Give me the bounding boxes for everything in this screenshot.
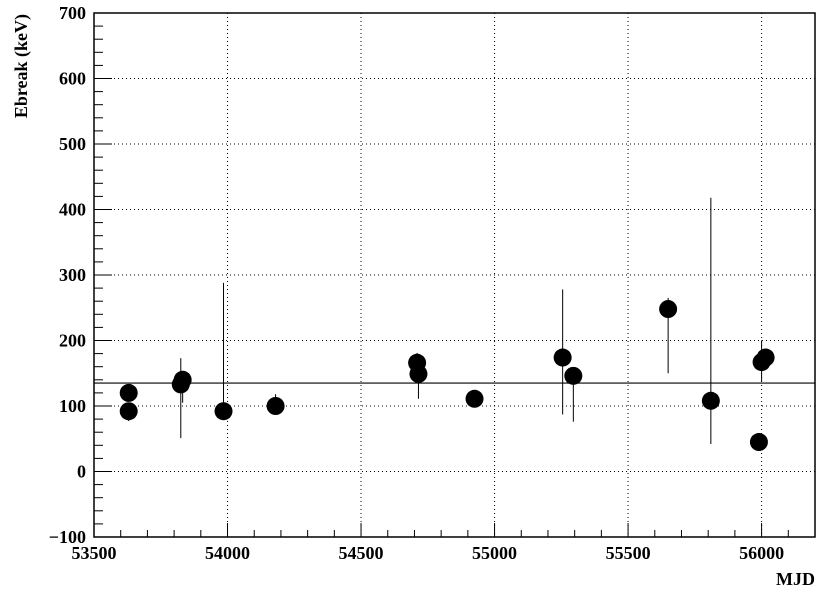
y-tick-label: 700 [59, 3, 86, 23]
y-tick-label: −100 [49, 527, 86, 547]
y-tick-label: 100 [59, 396, 86, 416]
grid-lines [94, 13, 815, 537]
data-point [756, 348, 775, 367]
x-tick-label: 54000 [205, 543, 250, 563]
y-tick-label: 0 [77, 462, 86, 482]
y-tick-label: 200 [59, 331, 86, 351]
data-point [409, 364, 428, 383]
y-axis-title: Ebreak (keV) [11, 14, 32, 118]
data-point [553, 348, 572, 367]
data-point [659, 300, 678, 319]
x-axis-title: MJD [776, 569, 815, 589]
data-point [266, 397, 285, 415]
y-tick-label: 400 [59, 200, 86, 220]
y-tick-label: 600 [59, 69, 86, 89]
x-tick-label: 56000 [739, 543, 784, 563]
x-tick-label: 54500 [339, 543, 384, 563]
data-point [749, 433, 768, 452]
tick-labels: 53500 54000 54500 55000 55500 56000 −100 0 100 20… [49, 3, 784, 563]
data-point [173, 370, 192, 389]
axis-ticks [93, 12, 816, 538]
y-tick-label: 300 [59, 265, 86, 285]
data-point [214, 402, 233, 421]
data-points [119, 197, 775, 452]
x-tick-label: 55000 [472, 543, 517, 563]
y-tick-label: 500 [59, 134, 86, 154]
x-tick-label: 53500 [72, 543, 117, 563]
data-point [465, 389, 484, 408]
data-point [701, 391, 720, 410]
data-point [119, 402, 138, 421]
x-tick-label: 55500 [606, 543, 651, 563]
data-point [119, 383, 138, 402]
data-point [564, 366, 583, 385]
